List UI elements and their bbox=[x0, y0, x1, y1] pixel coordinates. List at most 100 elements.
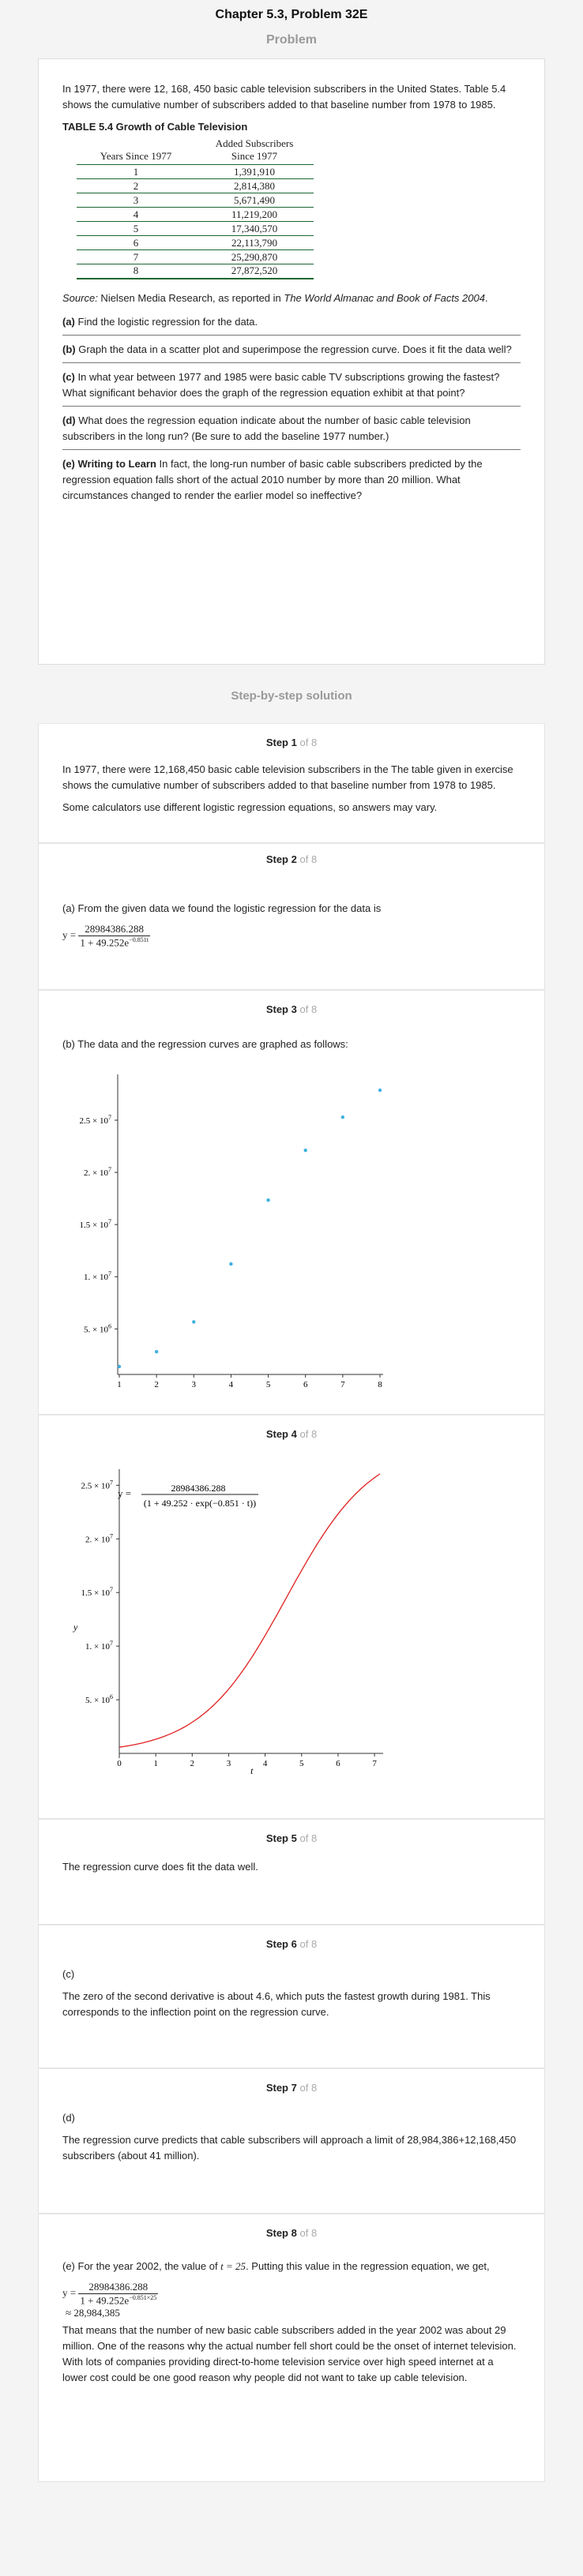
y-tick-label: 1. × 107 bbox=[85, 1640, 113, 1652]
step-1: Step 1 of 8 In 1977, there were 12,168,4… bbox=[38, 723, 545, 843]
y-tick-label: 5. × 106 bbox=[85, 1693, 113, 1705]
problem-parts: (a) Find the logistic regression for the… bbox=[62, 314, 521, 504]
x-tick-label: 6 bbox=[336, 1759, 340, 1768]
step-7-text: The regression curve predicts that cable… bbox=[62, 2134, 517, 2162]
table-row: 4 11,219,200 bbox=[77, 207, 314, 222]
step-5-header: Step 5 of 8 bbox=[265, 1832, 318, 1844]
x-tick-label: 3 bbox=[192, 1380, 197, 1389]
data-point bbox=[340, 1115, 345, 1119]
table-row: 2 2,814,380 bbox=[77, 178, 314, 193]
y-tick-label: 1. × 107 bbox=[84, 1270, 111, 1282]
step-4: Step 4 of 8 y = 28984386.288 (1 + 49.252… bbox=[38, 1415, 545, 1819]
step-3: Step 3 of 8 (b) The data and the regress… bbox=[38, 990, 545, 1415]
x-tick-label: 1 bbox=[153, 1759, 158, 1768]
step-6: Step 6 of 8 (c) The zero of the second d… bbox=[38, 1925, 545, 2068]
table-row: 3 5,671,490 bbox=[77, 193, 314, 208]
step-8: Step 8 of 8 (e) For the year 2002, the v… bbox=[38, 2214, 545, 2482]
regression-curve bbox=[118, 1473, 381, 1748]
x-tick-label: 5 bbox=[266, 1380, 271, 1389]
table-cell-subscribers: 11,219,200 bbox=[195, 207, 314, 222]
problem-intro: In 1977, there were 12, 168, 450 basic c… bbox=[62, 83, 506, 111]
step-1-note: Some calculators use different logistic … bbox=[62, 801, 438, 813]
data-point bbox=[192, 1320, 196, 1324]
solution-heading: Step-by-step solution bbox=[231, 689, 352, 703]
problem-heading: Problem bbox=[265, 33, 317, 47]
x-tick-label: 1 bbox=[117, 1380, 122, 1389]
y-tick-label: 2.5 × 107 bbox=[80, 1114, 111, 1126]
x-tick-label: 4 bbox=[263, 1759, 268, 1768]
y-tick-label: 5. × 106 bbox=[84, 1322, 111, 1334]
data-point bbox=[266, 1198, 270, 1202]
step-8-text: (e) For the year 2002, the value of t = … bbox=[62, 2260, 490, 2272]
step-3-text: (b) The data and the regression curves a… bbox=[62, 1038, 348, 1050]
svg-text:y =: y = bbox=[118, 1487, 131, 1499]
cable-table: Years Since 1977 Added Subscribers Since … bbox=[77, 137, 314, 279]
x-tick-label: 7 bbox=[372, 1759, 377, 1768]
y-tick-label: 1.5 × 107 bbox=[80, 1218, 111, 1230]
step-6-header: Step 6 of 8 bbox=[265, 1938, 318, 1950]
x-tick-label: 2 bbox=[154, 1380, 159, 1389]
problem-card: In 1977, there were 12, 168, 450 basic c… bbox=[38, 58, 545, 665]
svg-text:28984386.288: 28984386.288 bbox=[171, 1483, 226, 1494]
y-tick-label: 2.5 × 107 bbox=[81, 1479, 113, 1490]
step-8-equation: y = 28984386.288 1 + 49.252e−0.851×25 ≈ 2… bbox=[62, 2281, 521, 2319]
table-cell-subscribers: 27,872,520 bbox=[195, 264, 314, 279]
table-row: 5 17,340,570 bbox=[77, 221, 314, 236]
scatter-plot: 5. × 106 1. × 107 1.5 × 107 2. × 107 2.5 × 1… bbox=[80, 1074, 383, 1389]
step-1-header: Step 1 of 8 bbox=[265, 737, 318, 748]
x-tick-label: 5 bbox=[299, 1759, 304, 1768]
step-8-conclusion: That means that the number of new basic … bbox=[62, 2324, 517, 2384]
table-cell-subscribers: 2,814,380 bbox=[195, 178, 314, 193]
table-cell-year: 6 bbox=[77, 235, 195, 250]
problem-part: (a) Find the logistic regression for the… bbox=[62, 315, 258, 328]
table-cell-year: 4 bbox=[77, 207, 195, 222]
y-axis-label: y bbox=[73, 1622, 78, 1633]
x-tick-label: 8 bbox=[378, 1380, 382, 1389]
regression-curve-plot: y = 28984386.288 (1 + 49.252 · exp(−0.85… bbox=[73, 1469, 383, 1776]
table-cell-subscribers: 5,671,490 bbox=[195, 193, 314, 208]
y-tick-label: 1.5 × 107 bbox=[81, 1586, 113, 1598]
x-axis-label: t bbox=[250, 1765, 254, 1776]
x-tick-label: 4 bbox=[229, 1380, 234, 1389]
step-2-equation: y = 28984386.288 1 + 49.252e−0.851t bbox=[62, 923, 150, 949]
table-title: TABLE 5.4 Growth of Cable Television bbox=[62, 121, 248, 133]
step-2: Step 2 of 8 (a) From the given data we f… bbox=[38, 843, 545, 990]
problem-part: (d) What does the regression equation in… bbox=[62, 405, 521, 444]
svg-text:(1 + 49.252 · exp(−0.851 · t)): (1 + 49.252 · exp(−0.851 · t)) bbox=[144, 1498, 256, 1509]
table-row: 1 1,391,910 bbox=[77, 164, 314, 179]
table-row: 6 22,113,790 bbox=[77, 235, 314, 250]
table-cell-subscribers: 17,340,570 bbox=[195, 221, 314, 236]
curve-equation: y = 28984386.288 (1 + 49.252 · exp(−0.85… bbox=[118, 1483, 258, 1509]
data-point bbox=[378, 1088, 382, 1093]
step-5-text: The regression curve does fit the data w… bbox=[62, 1861, 258, 1873]
data-point bbox=[117, 1364, 122, 1369]
x-tick-label: 0 bbox=[117, 1759, 122, 1768]
table-row: 8 27,872,520 bbox=[77, 264, 314, 279]
step-7-label: (d) bbox=[62, 2112, 75, 2124]
table-cell-subscribers: 22,113,790 bbox=[195, 235, 314, 250]
step-8-approx: ≈ 28,984,385 bbox=[66, 2307, 120, 2319]
table-cell-year: 3 bbox=[77, 193, 195, 208]
step-7: Step 7 of 8 (d) The regression curve pre… bbox=[38, 2068, 545, 2214]
data-point bbox=[154, 1349, 159, 1354]
x-tick-label: 2 bbox=[190, 1759, 195, 1768]
source-note: Source: Nielsen Media Research, as repor… bbox=[62, 291, 488, 304]
problem-part: (b) Graph the data in a scatter plot and… bbox=[62, 334, 521, 358]
step-6-label: (c) bbox=[62, 1968, 75, 1980]
step-5: Step 5 of 8 The regression curve does fi… bbox=[38, 1819, 545, 1925]
table-cell-year: 2 bbox=[77, 178, 195, 193]
x-tick-label: 3 bbox=[227, 1759, 231, 1768]
step-7-header: Step 7 of 8 bbox=[265, 2082, 318, 2094]
data-point bbox=[303, 1148, 307, 1153]
col-added-header: Added Subscribers Since 1977 bbox=[195, 137, 314, 165]
table-cell-year: 5 bbox=[77, 221, 195, 236]
data-point bbox=[229, 1262, 233, 1266]
x-tick-label: 6 bbox=[303, 1380, 308, 1389]
y-tick-label: 2. × 107 bbox=[85, 1532, 113, 1544]
problem-part: (e) Writing to Learn In fact, the long-r… bbox=[62, 448, 521, 504]
step-1-text: In 1977, there were 12,168,450 basic cab… bbox=[62, 763, 513, 791]
table-cell-subscribers: 25,290,870 bbox=[195, 249, 314, 264]
table-cell-subscribers: 1,391,910 bbox=[195, 164, 314, 179]
table-cell-year: 7 bbox=[77, 249, 195, 264]
